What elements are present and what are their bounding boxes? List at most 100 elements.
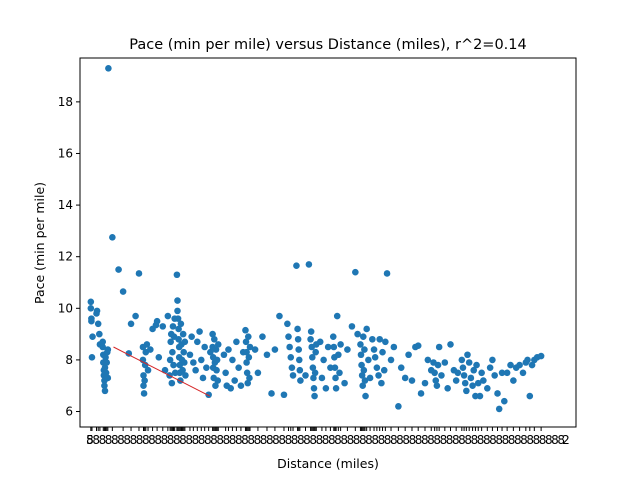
data-point bbox=[431, 369, 438, 377]
data-point bbox=[102, 354, 109, 361]
data-point bbox=[214, 341, 222, 348]
data-point bbox=[405, 351, 412, 359]
x-tick-label: 8 bbox=[471, 433, 479, 447]
y-tick-label: 16 bbox=[58, 146, 73, 160]
data-point bbox=[297, 377, 304, 384]
data-point bbox=[93, 307, 101, 315]
x-tick-label: 8 bbox=[440, 433, 448, 447]
data-point bbox=[88, 354, 96, 361]
data-point bbox=[366, 374, 374, 382]
data-point bbox=[179, 330, 187, 338]
data-point bbox=[263, 351, 271, 359]
data-point bbox=[127, 320, 135, 328]
x-tick-label: 8 bbox=[272, 433, 280, 447]
data-point bbox=[194, 338, 201, 346]
data-point bbox=[213, 356, 221, 364]
data-point bbox=[507, 361, 514, 369]
data-point bbox=[320, 356, 327, 364]
x-tick-label: 8 bbox=[235, 433, 243, 447]
x-tick-label: 8 bbox=[464, 433, 472, 447]
data-point bbox=[132, 312, 139, 320]
data-point bbox=[214, 377, 222, 384]
data-point bbox=[305, 261, 313, 268]
data-point bbox=[469, 382, 476, 390]
data-point bbox=[484, 384, 491, 392]
data-point bbox=[327, 364, 334, 371]
x-tick-label: 8 bbox=[446, 433, 454, 447]
data-point bbox=[441, 359, 449, 366]
data-point bbox=[361, 346, 368, 353]
data-point bbox=[361, 377, 369, 384]
data-point bbox=[140, 390, 148, 397]
data-point bbox=[365, 356, 372, 364]
x-tick-label: 8 bbox=[223, 433, 231, 447]
data-point bbox=[362, 392, 369, 400]
data-point bbox=[397, 364, 405, 371]
data-point bbox=[119, 288, 127, 295]
data-point bbox=[101, 387, 109, 395]
data-point bbox=[461, 379, 469, 387]
x-tick-label: 8 bbox=[409, 433, 417, 447]
data-point bbox=[489, 356, 496, 364]
data-point bbox=[167, 338, 174, 346]
data-point bbox=[115, 266, 122, 273]
x-tick-label: 8 bbox=[130, 433, 138, 447]
data-point bbox=[213, 366, 220, 374]
x-tick-label: 8 bbox=[148, 433, 156, 447]
data-point bbox=[169, 323, 177, 330]
data-point bbox=[486, 364, 494, 371]
x-tick-label: 8 bbox=[396, 433, 404, 447]
data-point bbox=[153, 317, 161, 325]
data-point bbox=[103, 359, 110, 366]
x-tick-label: 8 bbox=[204, 433, 212, 447]
x-tick-label: 8 bbox=[384, 433, 392, 447]
data-point bbox=[205, 391, 212, 399]
data-point bbox=[380, 366, 388, 374]
y-tick-label: 18 bbox=[58, 95, 73, 109]
data-point bbox=[140, 372, 147, 379]
data-point bbox=[99, 343, 107, 351]
x-tick-label: 8 bbox=[278, 433, 286, 447]
data-point bbox=[190, 359, 197, 366]
data-point bbox=[331, 364, 339, 371]
data-point bbox=[246, 374, 253, 382]
data-point bbox=[196, 328, 203, 335]
data-point bbox=[175, 335, 182, 343]
data-point bbox=[318, 374, 326, 382]
x-tick-label: 8 bbox=[111, 433, 119, 447]
data-point bbox=[357, 341, 364, 348]
x-tick-label: 8 bbox=[477, 433, 485, 447]
data-point bbox=[182, 372, 189, 379]
data-point bbox=[335, 351, 342, 359]
data-point bbox=[180, 348, 188, 356]
data-point bbox=[501, 397, 508, 405]
data-point bbox=[382, 338, 389, 346]
x-tick-label: 8 bbox=[316, 433, 324, 447]
data-point bbox=[166, 356, 174, 364]
data-point bbox=[181, 338, 189, 346]
data-point bbox=[358, 372, 366, 379]
x-tick-label: 8 bbox=[347, 433, 355, 447]
data-point bbox=[519, 369, 527, 377]
data-point bbox=[96, 330, 103, 338]
data-point bbox=[360, 366, 368, 374]
data-point bbox=[348, 323, 356, 330]
data-point bbox=[259, 333, 266, 340]
x-tick-label: 8 bbox=[514, 433, 522, 447]
x-tick-label: 8 bbox=[545, 433, 553, 447]
data-point bbox=[465, 359, 473, 366]
data-point bbox=[312, 348, 319, 356]
x-tick-label: 8 bbox=[136, 433, 144, 447]
data-point bbox=[109, 234, 116, 241]
x-tick-label: 8 bbox=[117, 433, 125, 447]
data-point bbox=[344, 346, 351, 353]
data-point bbox=[245, 354, 253, 361]
x-tick-label: 8 bbox=[483, 433, 491, 447]
data-point bbox=[296, 366, 304, 374]
data-point bbox=[243, 359, 250, 366]
x-tick-label: 8 bbox=[415, 433, 423, 447]
x-tick-label: 8 bbox=[154, 433, 162, 447]
x-tick-label: 8 bbox=[526, 433, 534, 447]
data-point bbox=[472, 392, 479, 400]
data-point bbox=[383, 270, 391, 277]
